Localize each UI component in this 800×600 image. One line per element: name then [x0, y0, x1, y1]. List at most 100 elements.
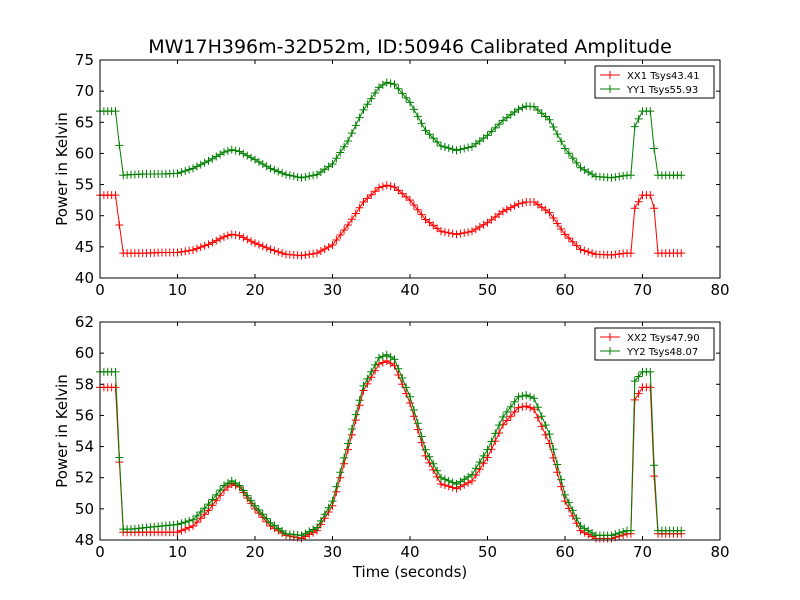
data-point	[363, 100, 372, 109]
data-point	[347, 129, 356, 138]
data-point	[309, 249, 318, 258]
data-point	[580, 246, 589, 255]
data-point	[630, 377, 639, 386]
data-point	[313, 523, 321, 532]
top-plot-ticks: 0 10 20 30 40 50 60 70 80 40 45 50 55 60 65 70 75	[75, 51, 730, 299]
data-point	[425, 452, 434, 461]
data-point	[464, 228, 473, 237]
data-point	[499, 207, 507, 216]
y-tick-label: 70	[75, 82, 94, 100]
data-point	[518, 402, 527, 411]
data-point	[173, 248, 182, 257]
data-point	[367, 94, 376, 103]
data-point	[390, 183, 399, 192]
data-point	[367, 367, 376, 376]
y-tick-label: 52	[75, 469, 94, 487]
data-point	[266, 245, 275, 254]
legend-box	[594, 65, 715, 99]
data-point	[650, 144, 659, 153]
data-point	[483, 131, 492, 140]
data-point	[351, 121, 360, 130]
data-point	[553, 219, 562, 228]
data-point	[235, 147, 244, 156]
data-point	[278, 169, 287, 178]
data-point	[382, 78, 391, 87]
data-point	[417, 432, 426, 441]
x-tick-label: 0	[95, 543, 105, 561]
data-point	[549, 445, 558, 454]
y-tick-label: 56	[75, 406, 94, 424]
data-point	[561, 144, 569, 153]
legend-label: XX1 Tsys43.41	[627, 71, 700, 82]
data-point	[177, 519, 186, 528]
data-point	[421, 126, 430, 135]
data-point	[336, 231, 345, 240]
data-point	[301, 529, 310, 538]
data-point	[615, 528, 624, 537]
data-point	[173, 520, 182, 529]
data-point	[510, 201, 519, 210]
data-point	[297, 173, 306, 182]
data-point	[495, 120, 504, 129]
legend-box	[594, 327, 715, 361]
data-point	[646, 107, 655, 116]
legend-marker	[606, 71, 614, 79]
data-point	[371, 360, 380, 369]
data-point	[533, 413, 542, 422]
data-point	[541, 112, 550, 121]
data-point	[239, 486, 248, 495]
data-point	[177, 168, 186, 177]
data-point	[533, 403, 542, 412]
x-tick-label: 60	[555, 281, 574, 299]
data-point	[200, 241, 209, 250]
data-point	[394, 364, 403, 373]
y-tick-label: 60	[75, 344, 94, 362]
data-point	[254, 506, 263, 515]
top-plot-ylabel: Power in Kelvin	[53, 112, 71, 226]
data-point	[541, 430, 550, 439]
data-point	[332, 154, 341, 163]
data-point	[336, 148, 345, 157]
data-point	[471, 464, 480, 473]
data-point	[324, 503, 333, 512]
x-tick-label: 30	[323, 281, 342, 299]
data-point	[270, 246, 279, 255]
data-point	[239, 149, 248, 158]
data-point	[626, 171, 635, 180]
data-point	[204, 500, 213, 509]
data-point	[452, 146, 461, 155]
data-point	[227, 145, 236, 154]
data-point	[561, 230, 569, 239]
data-point	[208, 238, 217, 247]
data-point	[340, 453, 349, 462]
data-point	[406, 196, 414, 205]
data-point	[297, 251, 306, 260]
data-point	[200, 504, 209, 513]
data-point	[464, 143, 473, 152]
data-point	[518, 198, 527, 207]
data-point	[351, 209, 360, 218]
data-point	[378, 352, 387, 361]
data-point	[417, 119, 426, 128]
legend-marker	[606, 85, 614, 93]
data-point	[344, 136, 352, 145]
data-point	[495, 421, 504, 430]
data-point	[502, 416, 511, 425]
data-point	[375, 183, 383, 192]
x-tick-label: 40	[400, 543, 419, 561]
data-point	[545, 208, 554, 217]
y-tick-label: 40	[75, 269, 94, 287]
data-point	[444, 228, 453, 237]
x-tick-label: 0	[95, 281, 105, 299]
x-tick-label: 70	[633, 543, 652, 561]
data-point	[351, 410, 360, 419]
data-point	[514, 105, 523, 114]
data-point	[526, 403, 535, 412]
data-point	[270, 165, 279, 174]
data-point	[510, 397, 519, 406]
data-point	[619, 171, 628, 180]
data-point	[243, 151, 252, 160]
data-point	[320, 510, 329, 519]
data-point	[499, 412, 507, 421]
y-tick-label: 75	[75, 51, 94, 69]
